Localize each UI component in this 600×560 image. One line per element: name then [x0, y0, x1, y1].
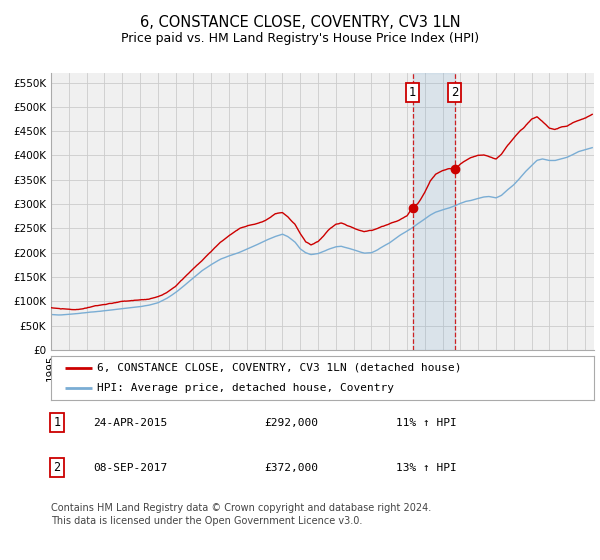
- Text: 6, CONSTANCE CLOSE, COVENTRY, CV3 1LN: 6, CONSTANCE CLOSE, COVENTRY, CV3 1LN: [140, 15, 460, 30]
- Text: 6, CONSTANCE CLOSE, COVENTRY, CV3 1LN (detached house): 6, CONSTANCE CLOSE, COVENTRY, CV3 1LN (d…: [97, 363, 461, 373]
- Text: £372,000: £372,000: [264, 463, 318, 473]
- Text: 08-SEP-2017: 08-SEP-2017: [93, 463, 167, 473]
- Text: 24-APR-2015: 24-APR-2015: [93, 418, 167, 428]
- Text: Price paid vs. HM Land Registry's House Price Index (HPI): Price paid vs. HM Land Registry's House …: [121, 31, 479, 45]
- Text: 1: 1: [409, 86, 416, 99]
- Text: 2: 2: [451, 86, 458, 99]
- Text: £292,000: £292,000: [264, 418, 318, 428]
- Bar: [413, 73, 455, 350]
- Text: This data is licensed under the Open Government Licence v3.0.: This data is licensed under the Open Gov…: [51, 516, 362, 526]
- Text: 2: 2: [53, 461, 61, 474]
- Text: 1: 1: [53, 416, 61, 430]
- Text: Contains HM Land Registry data © Crown copyright and database right 2024.: Contains HM Land Registry data © Crown c…: [51, 503, 431, 514]
- Text: 13% ↑ HPI: 13% ↑ HPI: [396, 463, 457, 473]
- Text: 11% ↑ HPI: 11% ↑ HPI: [396, 418, 457, 428]
- Text: HPI: Average price, detached house, Coventry: HPI: Average price, detached house, Cove…: [97, 383, 394, 393]
